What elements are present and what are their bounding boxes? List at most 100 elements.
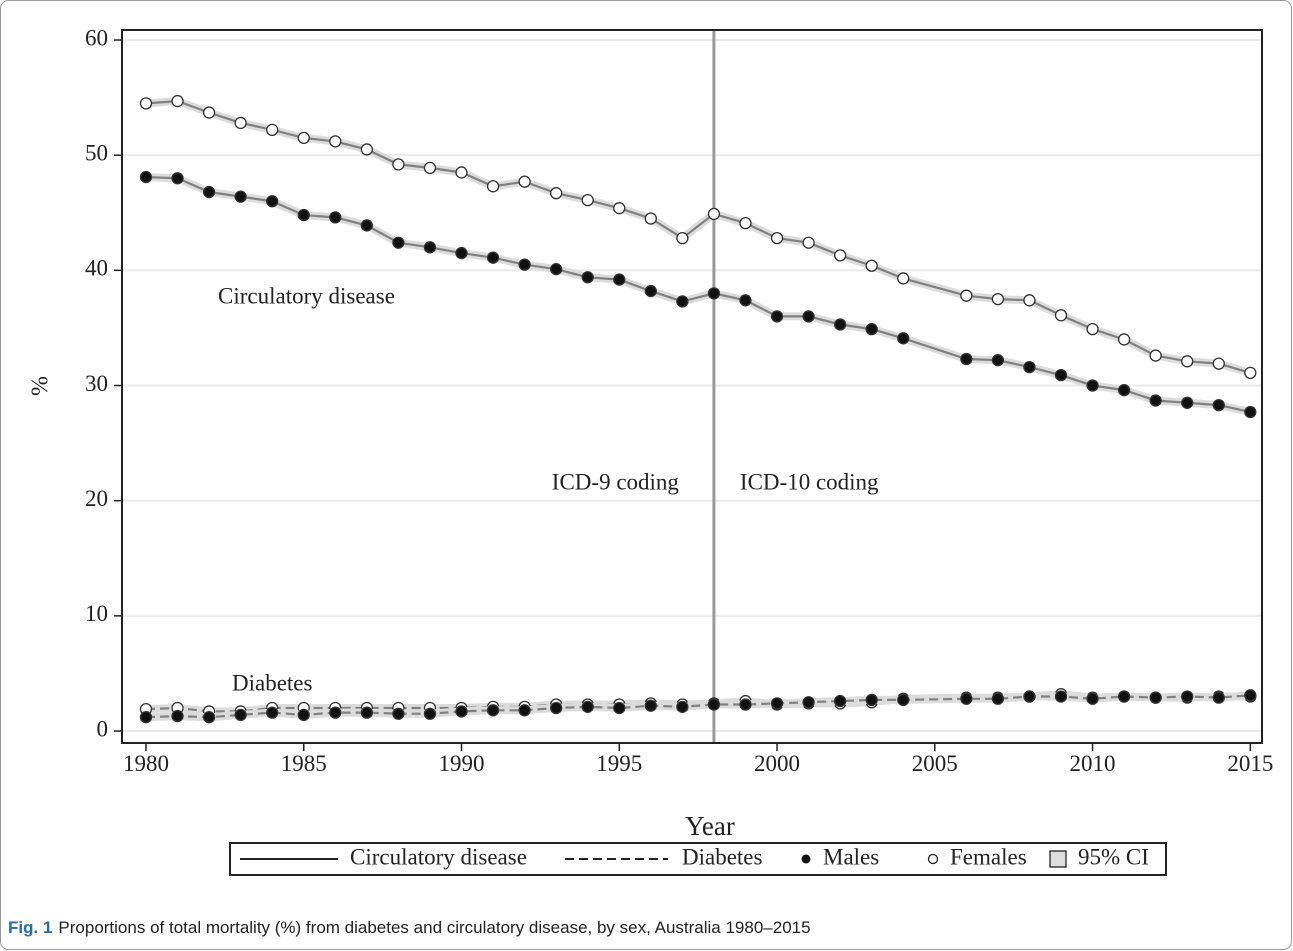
data-point (1023, 294, 1036, 307)
data-point (613, 273, 626, 286)
data-point (1212, 357, 1225, 370)
data-point (329, 706, 342, 719)
data-point (581, 193, 594, 207)
data-point (455, 705, 468, 718)
data-point (613, 701, 626, 715)
data-point (865, 693, 878, 707)
data-point (1054, 369, 1068, 382)
data-point (833, 694, 847, 708)
annotation: ICD-10 coding (740, 469, 879, 494)
data-point (1023, 360, 1036, 374)
data-point (297, 708, 310, 722)
data-point (486, 251, 500, 264)
data-point (1181, 396, 1194, 409)
data-point (202, 185, 216, 199)
data-point (865, 259, 878, 272)
data-point (297, 131, 310, 145)
annotation: Diabetes (232, 670, 313, 695)
data-point (707, 698, 721, 711)
data-point (1054, 309, 1068, 322)
data-point (202, 711, 216, 724)
data-point (960, 692, 973, 705)
data-point (202, 106, 216, 119)
data-point (676, 231, 689, 245)
data-point (770, 310, 784, 323)
data-point (234, 708, 247, 722)
data-point (329, 211, 342, 224)
data-point (613, 202, 626, 215)
data-point (833, 249, 847, 262)
data-point (802, 236, 815, 249)
legend-label: Diabetes (682, 844, 763, 869)
data-point (707, 287, 721, 300)
data-point (329, 135, 342, 148)
y-tick-label: 30 (85, 371, 108, 396)
data-point (518, 175, 531, 188)
data-point (802, 310, 815, 323)
legend-label: Males (823, 844, 879, 869)
data-point (139, 97, 153, 110)
data-point (518, 704, 531, 717)
data-point (1181, 690, 1194, 703)
data-point (171, 172, 184, 185)
legend-symbol (1049, 850, 1067, 868)
data-point (234, 190, 247, 203)
data-point (1244, 366, 1257, 380)
legend-label: Females (950, 844, 1027, 869)
legend-symbol (801, 854, 811, 864)
y-tick-label: 20 (85, 486, 108, 511)
data-point (991, 292, 1005, 306)
data-point (1212, 398, 1225, 412)
data-point (676, 295, 689, 308)
legend-symbol (927, 853, 939, 865)
data-point (1117, 383, 1131, 397)
data-point (739, 216, 752, 230)
data-point (1181, 355, 1194, 368)
x-axis-label: Year (685, 811, 735, 841)
data-point (1054, 690, 1068, 703)
data-point (392, 158, 405, 171)
data-point (139, 170, 153, 184)
data-point (770, 231, 784, 245)
annotation: ICD-9 coding (552, 469, 680, 494)
data-point (707, 207, 721, 221)
data-point (518, 258, 531, 271)
data-point (833, 318, 847, 331)
legend-label: Circulatory disease (350, 844, 527, 869)
data-point (455, 246, 468, 260)
caption: Fig. 1 Proportions of total mortality (%)… (8, 918, 811, 937)
data-point (423, 161, 437, 175)
y-tick-label: 60 (85, 25, 108, 50)
x-tick-label: 2015 (1227, 751, 1273, 776)
data-point (1086, 379, 1099, 392)
data-point (770, 697, 784, 710)
data-point (644, 699, 657, 712)
data-point (739, 294, 752, 307)
data-point (266, 706, 279, 719)
data-point (266, 195, 279, 208)
legend-label: 95% CI (1078, 844, 1149, 869)
data-point (171, 94, 184, 108)
x-tick-label: 2010 (1070, 751, 1116, 776)
data-point (991, 692, 1005, 705)
data-point (644, 212, 657, 225)
data-point (486, 180, 500, 193)
data-point (1149, 394, 1162, 407)
data-point (360, 706, 373, 719)
y-axis-label: % (28, 376, 54, 396)
data-point (865, 322, 878, 336)
data-point (392, 236, 405, 249)
data-point (550, 187, 563, 200)
caption-text: Proportions of total mortality (%) from … (58, 918, 810, 937)
data-point (1244, 689, 1257, 702)
x-tick-label: 2005 (912, 751, 958, 776)
y-tick-label: 0 (97, 716, 109, 741)
data-point (960, 352, 973, 366)
data-point (802, 696, 815, 709)
y-tick-label: 10 (85, 601, 108, 626)
data-point (423, 707, 437, 720)
data-point (1117, 690, 1131, 703)
caption-label: Fig. 1 (8, 918, 52, 937)
data-point (1023, 690, 1036, 703)
data-point (991, 354, 1005, 367)
